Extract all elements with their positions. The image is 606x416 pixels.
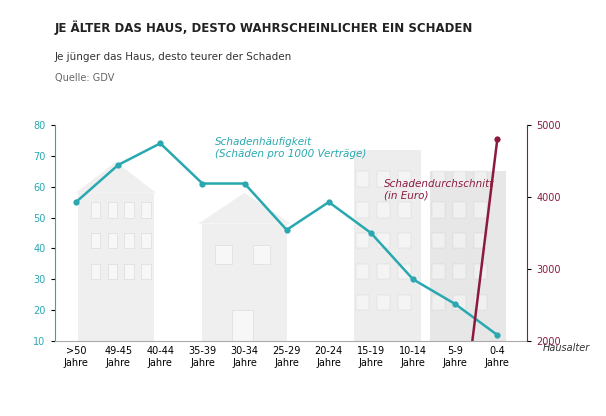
Bar <box>398 295 411 310</box>
Bar <box>91 264 100 279</box>
Bar <box>398 202 411 218</box>
Bar <box>354 149 422 341</box>
Bar <box>474 202 487 218</box>
Text: JE ÄLTER DAS HAUS, DESTO WAHRSCHEINLICHER EIN SCHADEN: JE ÄLTER DAS HAUS, DESTO WAHRSCHEINLICHE… <box>55 21 473 35</box>
Bar <box>356 171 369 187</box>
Bar <box>215 245 232 264</box>
Bar <box>232 310 253 341</box>
Text: Schadendurchschnitt
(in Euro): Schadendurchschnitt (in Euro) <box>384 179 494 201</box>
Bar <box>141 264 151 279</box>
Bar <box>398 264 411 279</box>
Bar <box>474 295 487 310</box>
Bar <box>453 202 466 218</box>
Bar <box>356 233 369 248</box>
Bar <box>78 193 154 341</box>
Bar <box>378 233 390 248</box>
Bar <box>430 171 506 341</box>
Bar <box>398 171 411 187</box>
Bar <box>453 233 466 248</box>
Text: Quelle: GDV: Quelle: GDV <box>55 73 114 83</box>
Bar <box>108 233 117 248</box>
Bar <box>141 202 151 218</box>
Text: Schadenhäufigkeit
(Schäden pro 1000 Verträge): Schadenhäufigkeit (Schäden pro 1000 Vert… <box>215 137 367 159</box>
Bar <box>378 202 390 218</box>
Bar <box>253 245 270 264</box>
Bar <box>108 264 117 279</box>
Bar <box>453 171 466 187</box>
Bar <box>432 233 445 248</box>
Bar <box>356 264 369 279</box>
Bar <box>124 264 134 279</box>
Polygon shape <box>198 193 291 224</box>
Bar <box>432 202 445 218</box>
Bar <box>432 295 445 310</box>
Bar <box>91 233 100 248</box>
Polygon shape <box>76 162 156 193</box>
Text: Je jünger das Haus, desto teurer der Schaden: Je jünger das Haus, desto teurer der Sch… <box>55 52 292 62</box>
Bar <box>108 202 117 218</box>
Bar <box>378 295 390 310</box>
Bar <box>378 264 390 279</box>
Bar <box>474 171 487 187</box>
Bar <box>474 264 487 279</box>
Bar <box>398 233 411 248</box>
Text: Hausalter: Hausalter <box>542 343 590 353</box>
Bar <box>202 224 287 341</box>
Bar <box>356 295 369 310</box>
Bar <box>378 171 390 187</box>
Bar <box>453 295 466 310</box>
Bar <box>474 233 487 248</box>
Bar <box>432 171 445 187</box>
Bar <box>453 264 466 279</box>
Bar <box>356 202 369 218</box>
Bar <box>432 264 445 279</box>
Bar <box>124 202 134 218</box>
Bar <box>124 233 134 248</box>
Bar <box>141 233 151 248</box>
Bar <box>91 202 100 218</box>
